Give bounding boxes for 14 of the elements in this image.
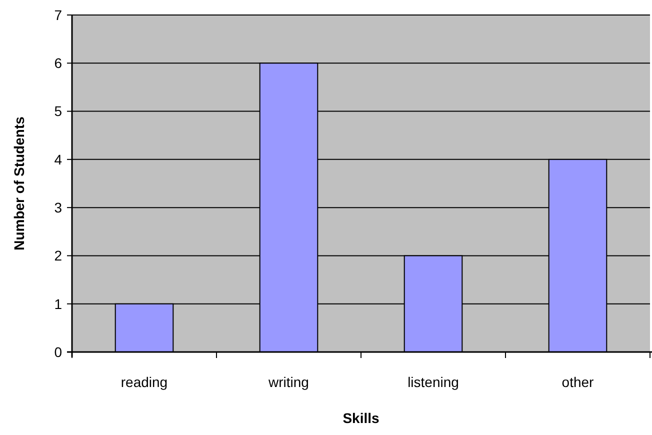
x-tick-label: other — [562, 374, 594, 390]
x-tick-label: reading — [120, 374, 168, 390]
y-axis-title: Number of Students — [11, 116, 27, 250]
y-tick-label: 6 — [54, 55, 62, 72]
y-tick-label: 4 — [54, 151, 62, 168]
y-tick-label: 7 — [54, 6, 62, 23]
x-tick-label: listening — [408, 374, 459, 390]
x-tick-label: writing — [268, 374, 309, 390]
x-axis-title: Skills — [342, 410, 380, 426]
y-tick-label: 3 — [54, 199, 62, 216]
y-tick-label: 2 — [54, 248, 62, 264]
y-tick-label: 5 — [54, 103, 62, 120]
y-tick-label: 1 — [54, 296, 62, 312]
y-tick-label: 0 — [54, 344, 62, 360]
